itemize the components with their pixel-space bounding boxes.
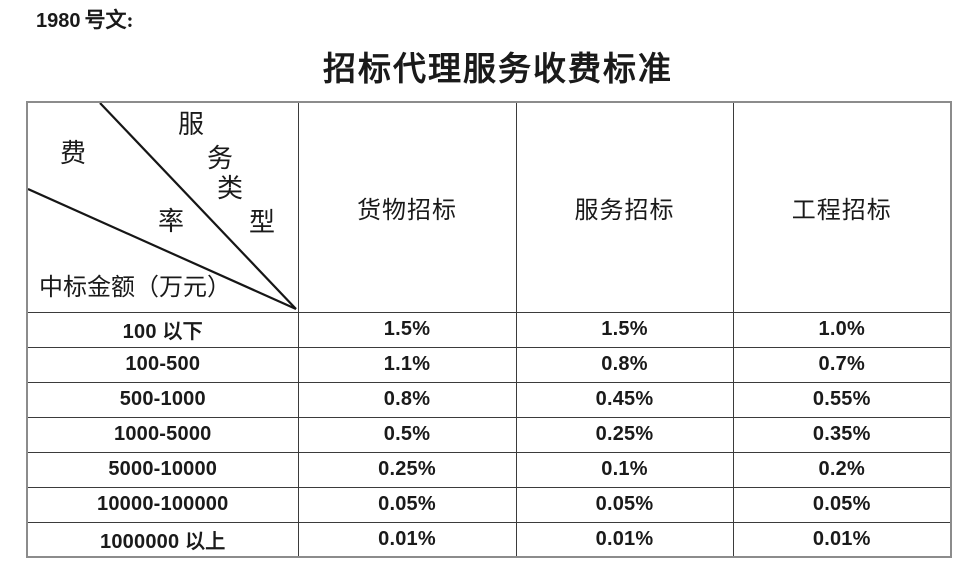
fee-value: 1.1% [297,346,517,383]
row-label: 1000-5000 [26,416,299,453]
table-row: 1000000 以上 0.01% 0.01% 0.01% [26,521,952,558]
fee-value: 0.01% [732,521,952,558]
column-header-goods: 货物招标 [297,101,517,313]
fee-value: 0.05% [515,486,734,523]
doc-label: 号文: [84,8,134,32]
fee-value: 0.7% [732,346,952,383]
fee-value: 0.35% [732,416,952,453]
fee-value: 0.05% [732,486,952,523]
fee-value: 0.1% [515,451,734,488]
table-row: 500-1000 0.8% 0.45% 0.55% [26,381,952,418]
table-row: 100 以下 1.5% 1.5% 1.0% [26,311,952,348]
column-header-engineering: 工程招标 [732,101,952,313]
column-header-services: 服务招标 [515,101,734,313]
table-row: 100-500 1.1% 0.8% 0.7% [26,346,952,383]
table-header-row: 服 务 类 型 费 率 中标金额（万元） 货物招标 服务招标 工程招标 [26,101,952,313]
table-row: 10000-100000 0.05% 0.05% 0.05% [26,486,952,523]
fee-value: 0.25% [515,416,734,453]
corner-char-service-type: 服 [178,110,205,139]
diagonal-divider-lines [28,103,297,311]
row-label: 1000000 以上 [26,521,299,558]
corner-char-service-type: 型 [249,208,276,237]
fee-value: 0.55% [732,381,952,418]
fee-value: 0.8% [297,381,517,418]
table-row: 5000-10000 0.25% 0.1% 0.2% [26,451,952,488]
fee-value: 0.8% [515,346,734,383]
page-title: 招标代理服务收费标准 [323,52,673,88]
row-label: 5000-10000 [26,451,299,488]
fee-value: 0.2% [732,451,952,488]
fee-value: 0.01% [515,521,734,558]
corner-char-fee-rate: 费 [60,139,87,168]
row-label: 10000-100000 [26,486,299,523]
fee-value: 0.5% [297,416,517,453]
corner-header-cell: 服 务 类 型 费 率 中标金额（万元） [26,101,299,313]
doc-number: 1980 [36,10,81,32]
doc-header: 1980 号文: [36,4,134,34]
corner-char-service-type: 务 [207,144,234,173]
fee-value: 0.25% [297,451,517,488]
row-label: 100 以下 [26,311,299,348]
fee-value: 1.5% [515,311,734,348]
fee-value: 0.45% [515,381,734,418]
corner-char-fee-rate: 率 [158,207,185,236]
fee-value: 0.05% [297,486,517,523]
corner-amount-axis-label: 中标金额（万元） [39,275,231,301]
row-label: 100-500 [26,346,299,383]
fee-value: 0.01% [297,521,517,558]
fee-value: 1.5% [297,311,517,348]
corner-char-service-type: 类 [217,174,244,203]
fee-value: 1.0% [732,311,952,348]
row-label: 500-1000 [26,381,299,418]
fee-rate-table: 服 务 类 型 费 率 中标金额（万元） 货物招标 服务招标 工程招标 100 … [26,101,952,558]
table-row: 1000-5000 0.5% 0.25% 0.35% [26,416,952,453]
